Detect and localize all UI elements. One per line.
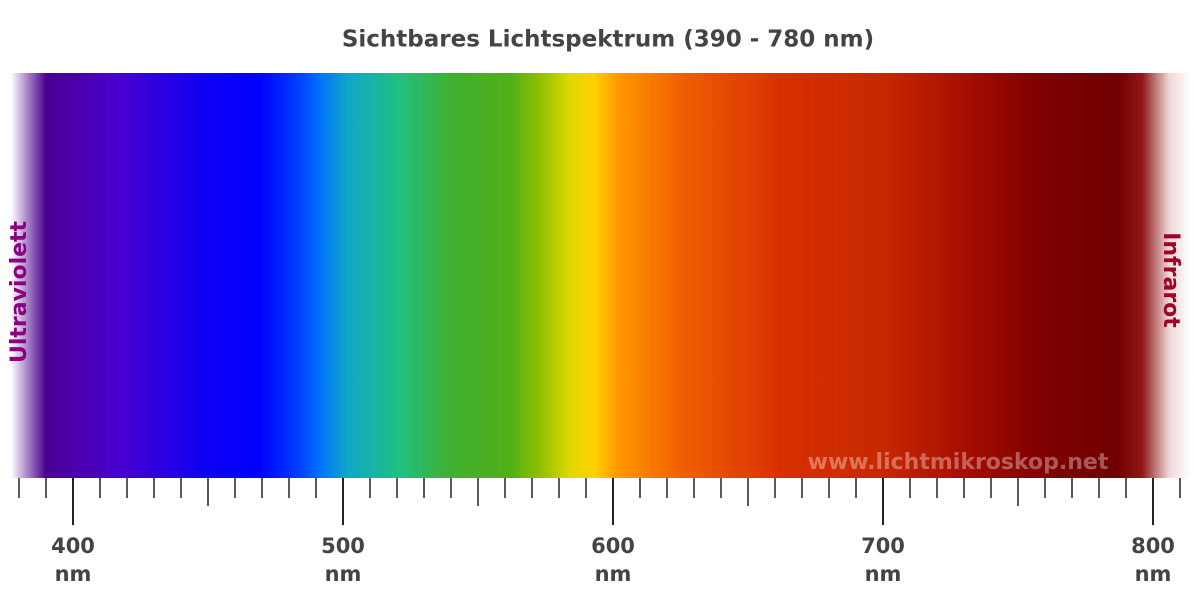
right-label: Infrarot (1158, 232, 1183, 328)
x-tick-label: 600 (591, 534, 635, 558)
x-tick-label: 400 (51, 534, 95, 558)
x-tick-label: 500 (321, 534, 365, 558)
spectrum-band (10, 73, 1191, 478)
left-label: Ultraviolett (7, 220, 32, 363)
x-tick-unit: nm (595, 562, 632, 586)
x-tick-unit: nm (325, 562, 362, 586)
x-tick-label: 800 (1131, 534, 1175, 558)
chart-title: Sichtbares Lichtspektrum (390 - 780 nm) (342, 27, 874, 53)
watermark: www.lichtmikroskop.net (808, 450, 1109, 475)
x-tick-label: 700 (861, 534, 905, 558)
x-tick-unit: nm (1135, 562, 1172, 586)
x-tick-unit: nm (55, 562, 92, 586)
x-tick-unit: nm (865, 562, 902, 586)
